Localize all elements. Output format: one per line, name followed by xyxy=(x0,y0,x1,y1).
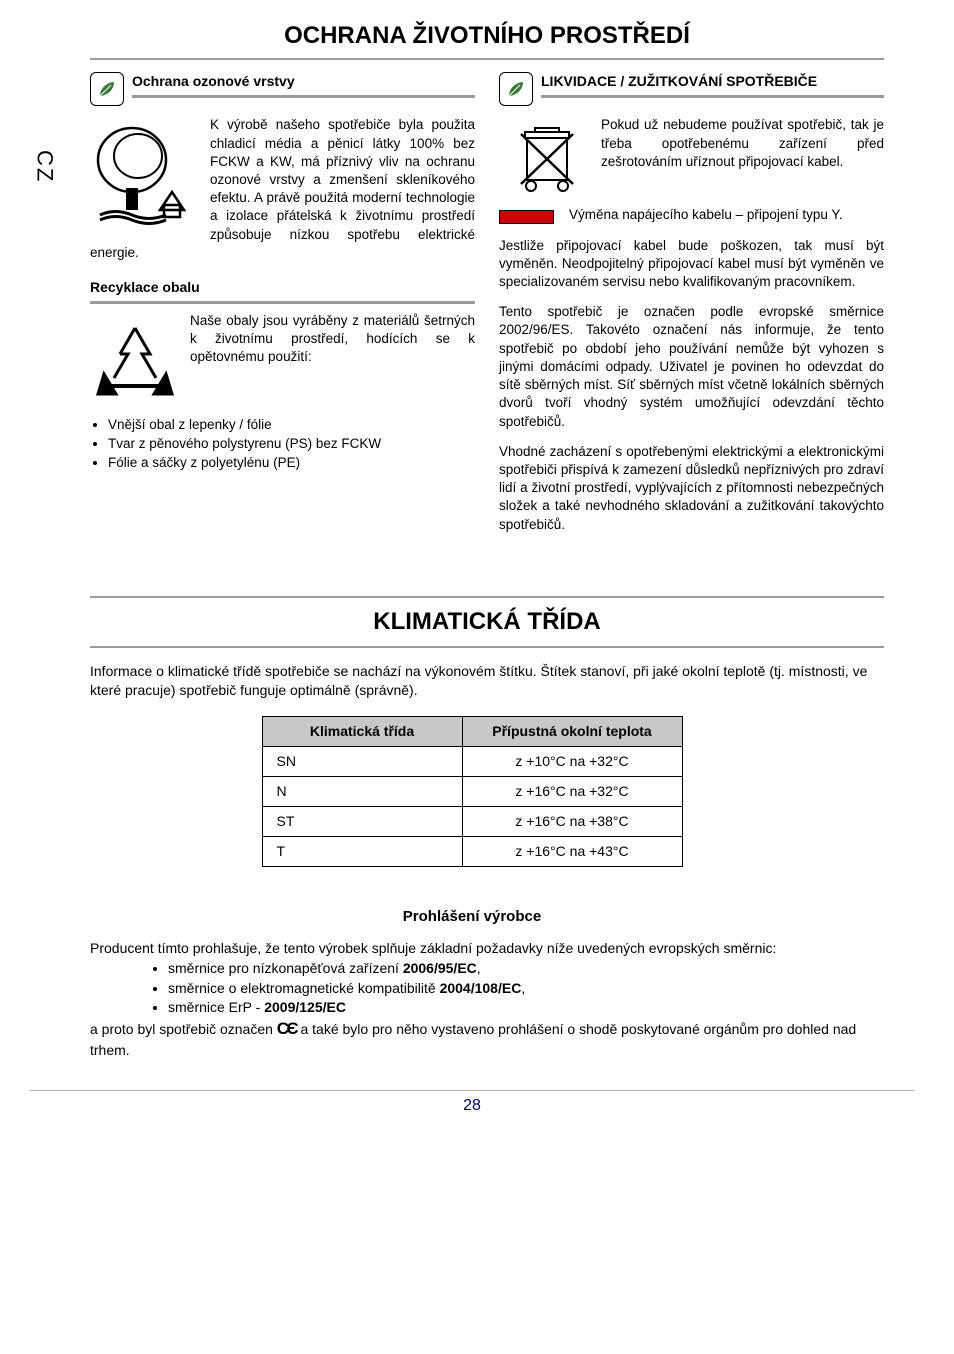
declaration-intro: Producent tímto prohlašuje, že tento výr… xyxy=(90,939,884,958)
language-tab: CZ xyxy=(30,150,60,183)
recycle-icon xyxy=(90,316,180,406)
climate-class-table: Klimatická třída Přípustná okolní teplot… xyxy=(262,716,683,866)
page-number: 28 xyxy=(30,1090,914,1117)
directive-code: 2004/108/EC xyxy=(440,980,522,996)
list-item: směrnice ErP - 2009/125/EC xyxy=(168,998,884,1017)
disposal-p5: Vhodné zacházení s opotřebenými elektric… xyxy=(499,443,884,534)
ce-mark-icon: C Є xyxy=(277,1019,297,1038)
recycling-bullet-list: Vnější obal z lepenky / fólie Tvar z pěn… xyxy=(90,416,475,473)
list-item: Tvar z pěnového polystyrenu (PS) bez FCK… xyxy=(108,435,475,453)
table-header: Přípustná okolní teplota xyxy=(462,717,682,747)
directive-code: 2009/125/EC xyxy=(264,999,346,1015)
table-row: ST z +16°C na +38°C xyxy=(262,806,682,836)
table-cell: z +10°C na +32°C xyxy=(462,746,682,776)
table-cell: z +16°C na +43°C xyxy=(462,836,682,866)
outro-text-1: a proto byl spotřebič označen xyxy=(90,1021,277,1037)
leaf-icon xyxy=(90,72,124,106)
list-item: směrnice pro nízkonapěťová zařízení 2006… xyxy=(168,959,884,978)
section-title-climate: KLIMATICKÁ TŘÍDA xyxy=(90,596,884,648)
climate-intro: Informace o klimatické třídě spotřebiče … xyxy=(90,662,884,700)
declaration-title: Prohlášení výrobce xyxy=(30,907,914,927)
ozone-heading-row: Ochrana ozonové vrstvy xyxy=(90,72,475,106)
directive-text: směrnice pro nízkonapěťová zařízení xyxy=(168,960,403,976)
leaf-icon xyxy=(499,72,533,106)
table-cell: N xyxy=(262,776,462,806)
declaration-outro: a proto byl spotřebič označen C Є a také… xyxy=(90,1018,884,1060)
list-item: Vnější obal z lepenky / fólie xyxy=(108,416,475,434)
ozone-heading: Ochrana ozonové vrstvy xyxy=(132,72,475,98)
disposal-p2: Výměna napájecího kabelu – připojení typ… xyxy=(569,206,884,224)
table-row: N z +16°C na +32°C xyxy=(262,776,682,806)
directive-text: směrnice o elektromagnetické kompatibili… xyxy=(168,980,440,996)
recycling-heading: Recyklace obalu xyxy=(90,278,475,304)
table-cell: ST xyxy=(262,806,462,836)
directive-text: směrnice ErP - xyxy=(168,999,264,1015)
directive-list: směrnice pro nízkonapěťová zařízení 2006… xyxy=(150,959,884,1018)
disposal-heading: LIKVIDACE / ZUŽITKOVÁNÍ SPOTŘEBIČE xyxy=(541,72,884,98)
disposal-heading-row: LIKVIDACE / ZUŽITKOVÁNÍ SPOTŘEBIČE xyxy=(499,72,884,106)
tree-house-icon xyxy=(90,120,200,225)
table-row: SN z +10°C na +32°C xyxy=(262,746,682,776)
table-header: Klimatická třída xyxy=(262,717,462,747)
table-row: T z +16°C na +43°C xyxy=(262,836,682,866)
disposal-p3: Jestliže připojovací kabel bude poškozen… xyxy=(499,237,884,292)
table-cell: T xyxy=(262,836,462,866)
table-cell: z +16°C na +38°C xyxy=(462,806,682,836)
section-title-environment: OCHRANA ŽIVOTNÍHO PROSTŘEDÍ xyxy=(90,20,884,60)
declaration-body: Producent tímto prohlašuje, že tento výr… xyxy=(90,939,884,1060)
right-column: LIKVIDACE / ZUŽITKOVÁNÍ SPOTŘEBIČE Pokud… xyxy=(499,72,884,546)
weee-bin-icon xyxy=(499,120,589,200)
table-cell: z +16°C na +32°C xyxy=(462,776,682,806)
table-cell: SN xyxy=(262,746,462,776)
list-item: Fólie a sáčky z polyetylénu (PE) xyxy=(108,454,475,472)
disposal-p4: Tento spotřebič je označen podle evropsk… xyxy=(499,303,884,431)
list-item: směrnice o elektromagnetické kompatibili… xyxy=(168,979,884,998)
left-column: Ochrana ozonové vrstvy K výrobě našeho s… xyxy=(90,72,475,546)
directive-code: 2006/95/EC xyxy=(403,960,477,976)
two-column-layout: Ochrana ozonové vrstvy K výrobě našeho s… xyxy=(90,72,884,546)
